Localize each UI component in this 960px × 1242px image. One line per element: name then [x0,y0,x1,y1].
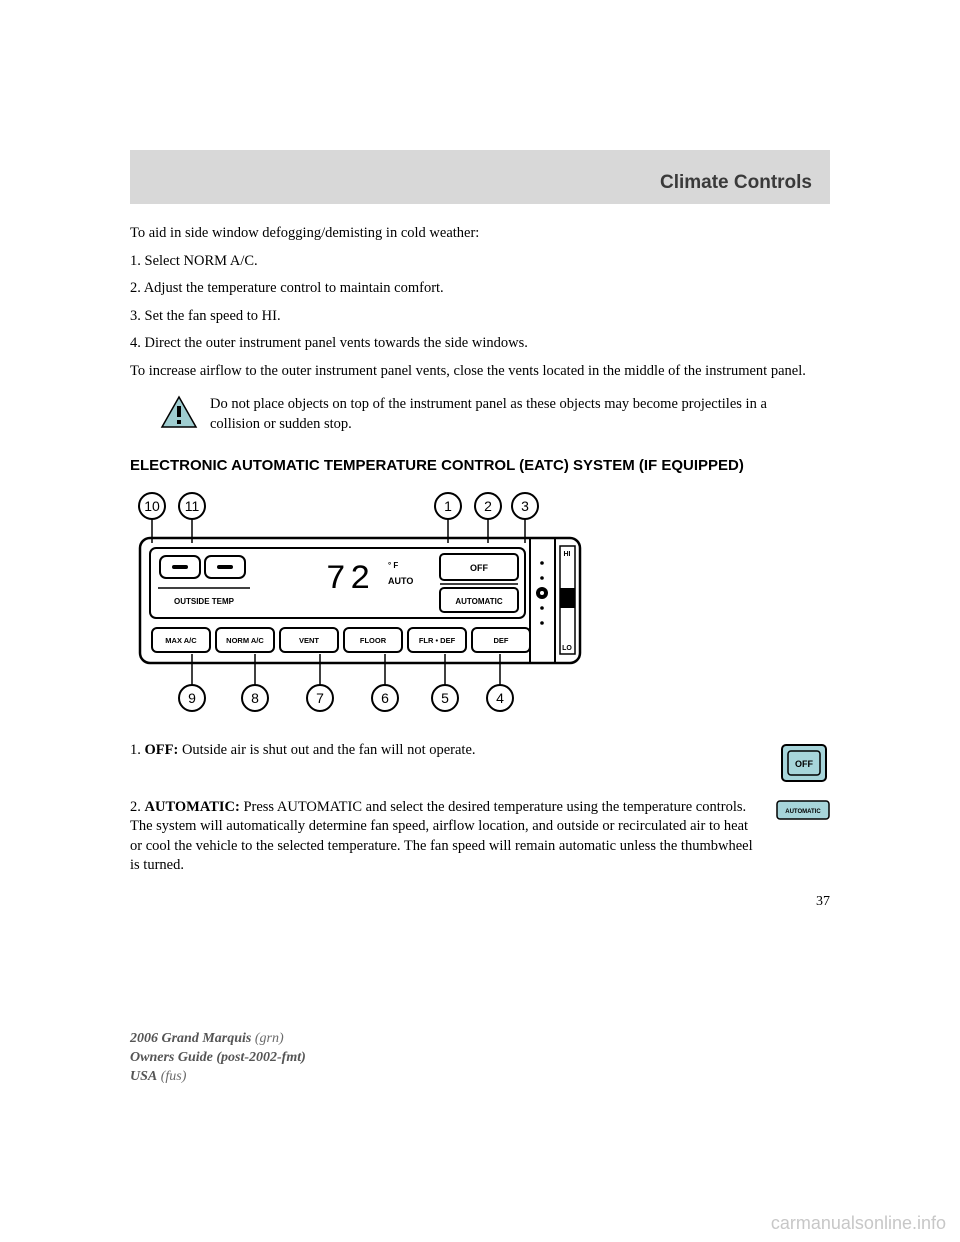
step-3: 3. Set the fan speed to HI. [130,307,830,327]
automatic-button-icon: AUTOMATIC [776,800,830,827]
section-heading: ELECTRONIC AUTOMATIC TEMPERATURE CONTROL… [130,457,830,474]
page-title: Climate Controls [660,172,812,193]
item-1-text: 1. OFF: Outside air is shut out and the … [130,741,780,761]
footer-model-code: (grn) [251,1031,283,1046]
footer-region: USA [130,1069,157,1084]
svg-text:8: 8 [251,690,259,706]
svg-text:OFF: OFF [795,759,813,769]
watermark: carmanualsonline.info [771,1213,946,1234]
outside-temp-label: OUTSIDE TEMP [174,597,235,606]
svg-text:7: 7 [316,690,324,706]
item-1-label: OFF: [145,742,179,758]
svg-text:1: 1 [444,498,452,514]
slider-lo: LO [562,645,572,652]
slider-hi: HI [564,551,571,558]
mode-button-5: DEF [494,636,509,645]
automatic-button-label: AUTOMATIC [455,597,502,606]
step-1: 1. Select NORM A/C. [130,252,830,272]
intro-text: To aid in side window defogging/demistin… [130,224,830,244]
warning-box: Do not place objects on top of the instr… [130,395,830,434]
display-temp: 72 [326,561,375,599]
display-mode: AUTO [388,576,413,586]
airflow-note: To increase airflow to the outer instrum… [130,362,830,382]
item-1-rest: Outside air is shut out and the fan will… [178,742,475,758]
svg-text:AUTOMATIC: AUTOMATIC [785,809,821,815]
mode-button-4: FLR • DEF [419,636,456,645]
warning-icon [160,395,198,434]
warning-text: Do not place objects on top of the instr… [210,395,800,434]
page-number: 37 [130,894,830,910]
footer-region-code: (fus) [157,1069,186,1084]
svg-text:5: 5 [441,690,449,706]
svg-text:4: 4 [496,690,504,706]
footer-block: 2006 Grand Marquis (grn) Owners Guide (p… [130,1030,830,1087]
mode-button-3: FLOOR [360,636,387,645]
mode-button-0: MAX A/C [165,636,197,645]
svg-text:10: 10 [144,498,160,514]
step-4: 4. Direct the outer instrument panel ven… [130,334,830,354]
item-1-num: 1. [130,742,141,758]
svg-text:11: 11 [185,498,200,514]
svg-text:2: 2 [484,498,492,514]
item-1-row: 1. OFF: Outside air is shut out and the … [130,741,830,790]
item-2-row: 2. AUTOMATIC: Press AUTOMATIC and select… [130,798,830,876]
page: Climate Controls To aid in side window d… [0,0,960,1240]
off-button-label: OFF [470,563,488,573]
footer-guide: Owners Guide (post-2002-fmt) [130,1050,306,1065]
off-button-icon: OFF [780,743,830,790]
svg-text:3: 3 [521,498,529,514]
display-unit: ° F [388,561,398,570]
svg-text:6: 6 [381,690,389,706]
item-2-text: 2. AUTOMATIC: Press AUTOMATIC and select… [130,798,776,876]
header-band: Climate Controls [130,150,830,204]
item-2-num: 2. [130,799,141,815]
footer-model: 2006 Grand Marquis [130,1031,251,1046]
mode-button-1: NORM A/C [226,636,264,645]
eatc-diagram: OUTSIDE TEMP 72 ° F AUTO OFF AUTOMATIC M… [130,488,830,723]
svg-text:9: 9 [188,690,196,706]
mode-button-2: VENT [299,636,319,645]
step-2: 2. Adjust the temperature control to mai… [130,279,830,299]
item-2-label: AUTOMATIC: [145,799,240,815]
